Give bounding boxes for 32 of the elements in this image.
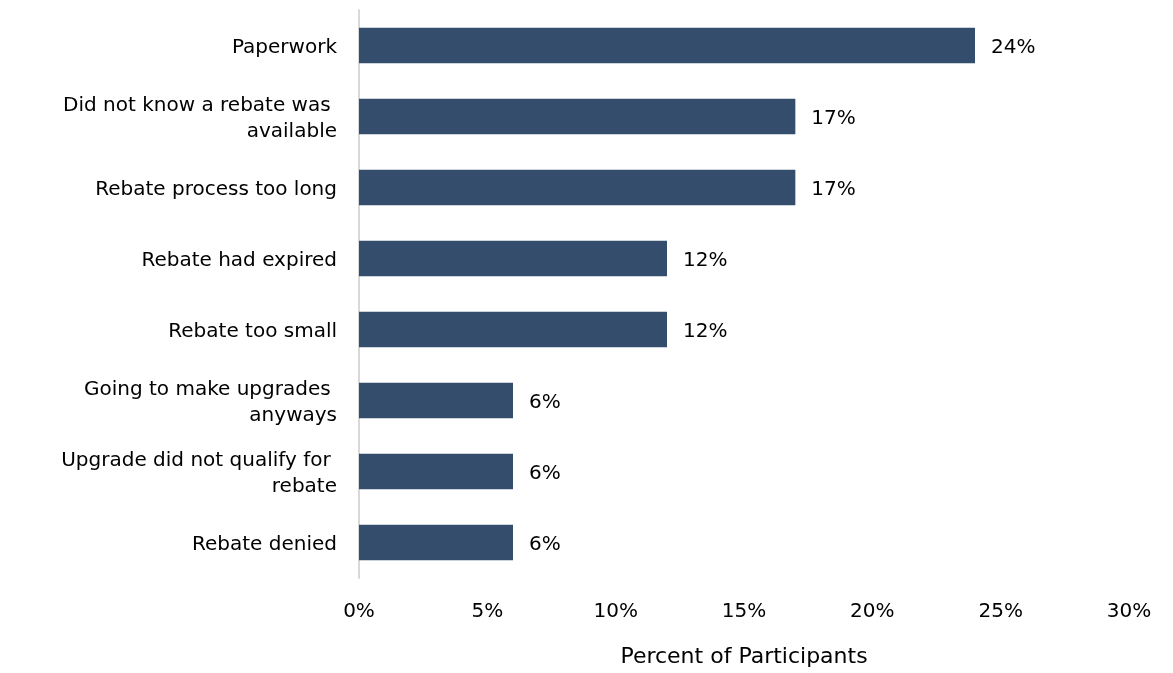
bar [359,311,667,348]
x-tick-label: 30% [1106,598,1152,622]
bar [359,27,975,64]
bar [359,98,796,135]
y-tick-label: Rebate had expired [141,246,337,271]
data-label: 12% [683,317,728,342]
x-tick-label: 15% [721,598,767,622]
y-tick-label: Did not know a rebate was available [63,91,337,142]
y-tick-label: Rebate process too long [95,175,337,200]
x-tick-label: 25% [978,598,1023,622]
bar [359,382,513,419]
bar [359,524,513,561]
data-label: 6% [529,388,561,413]
bar [359,453,513,490]
x-tick-label: 20% [850,598,895,622]
data-label: 17% [811,175,856,200]
y-tick-label: Upgrade did not qualify for rebate [61,446,337,497]
data-label: 17% [811,104,856,129]
data-label: 12% [683,246,728,271]
x-tick-label: 0% [343,598,375,622]
bar [359,169,796,206]
y-tick-label: Rebate denied [192,530,337,555]
data-label: 24% [991,33,1036,58]
data-label: 6% [529,459,561,484]
y-tick-label: Rebate too small [168,317,337,342]
bar [359,240,667,277]
y-tick-label: Going to make upgrades anyways [83,375,337,426]
data-label: 6% [529,530,561,555]
x-axis-title: Percent of Participants [620,642,868,668]
y-tick-label: Paperwork [231,33,338,58]
x-tick-label: 5% [471,598,504,622]
x-tick-label: 10% [593,598,638,622]
